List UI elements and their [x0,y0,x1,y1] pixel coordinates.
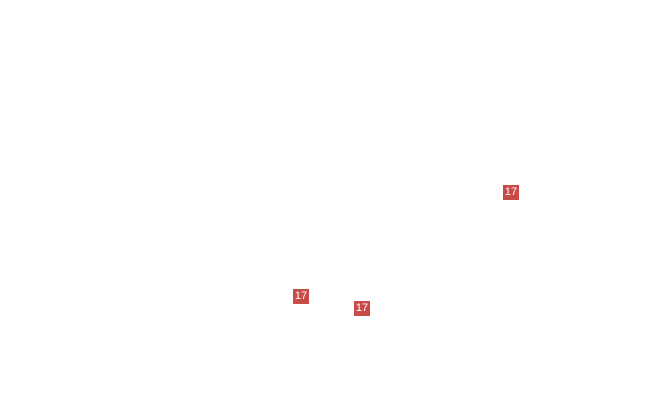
part-callout-badge[interactable]: 17 [293,289,309,304]
part-callout-badge[interactable]: 17 [354,301,370,316]
part-callout-badge[interactable]: 17 [503,185,519,200]
